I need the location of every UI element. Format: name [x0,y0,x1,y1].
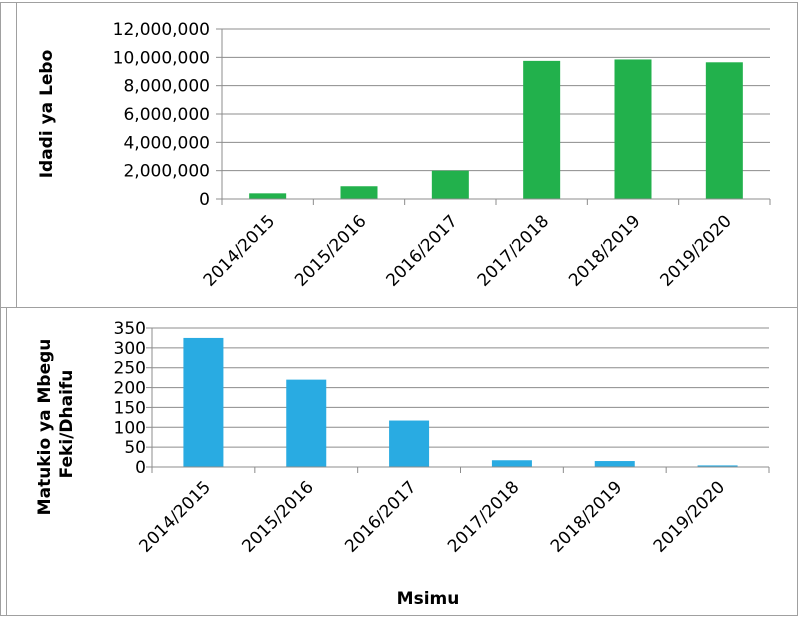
bottom-chart-gridlines [152,327,769,448]
bar-2015-2016 [340,186,378,199]
bar-2018-2019 [614,59,652,200]
bar-2014-2015 [183,337,224,467]
y-tick-label: 0 [199,190,210,210]
y-tick-label: 12,000,000 [113,20,210,40]
bar-2017-2018 [523,60,561,199]
y-tick-label: 300 [114,339,146,359]
bottom-chart-bars [183,337,738,467]
y-tick-label: 8,000,000 [123,77,210,97]
top-chart-bars [249,59,743,200]
y-tick-label: 200 [114,379,146,399]
bar-2016-2017 [389,420,430,467]
y-tick-label: 4,000,000 [123,133,210,153]
top-chart-frame [0,2,798,308]
bottom-chart-axes [146,327,770,473]
bar-2018-2019 [594,461,635,467]
bar-2017-2018 [491,460,532,467]
bar-2014-2015 [249,193,287,199]
bottom-chart-x-axis-label: Msimu [397,589,460,609]
top-chart-y-axis-label: Idadi ya Lebo [37,50,57,179]
bar-2016-2017 [431,170,469,199]
y-tick-label: 350 [114,319,146,339]
y-tick-label: 6,000,000 [123,105,210,125]
bar-2019-2020 [705,62,743,199]
y-tick-label: 10,000,000 [113,48,210,68]
y-tick-label: 50 [124,438,146,458]
top-chart-y-tick-labels: 0 2,000,000 4,000,000 6,000,000 8,000,000 10,… [113,20,210,210]
y-tick-label: 0 [135,458,146,478]
y-tick-label: 100 [114,418,146,438]
bottom-chart-y-axis-label-line-1: Matukio ya Mbegu [35,339,55,516]
y-tick-label: 2,000,000 [123,162,210,182]
top-chart-axes [216,28,771,205]
y-tick-label: 150 [114,398,146,418]
y-tick-label: 250 [114,359,146,379]
bar-2019-2020 [697,465,738,467]
top-chart-gridlines [222,28,770,172]
bottom-chart-y-axis-label-line-2: Feki/Dhaifu [57,370,77,479]
bottom-chart-y-axis-label: Matukio ya Mbegu Feki/Dhaifu [35,333,77,516]
bar-2015-2016 [286,379,327,467]
